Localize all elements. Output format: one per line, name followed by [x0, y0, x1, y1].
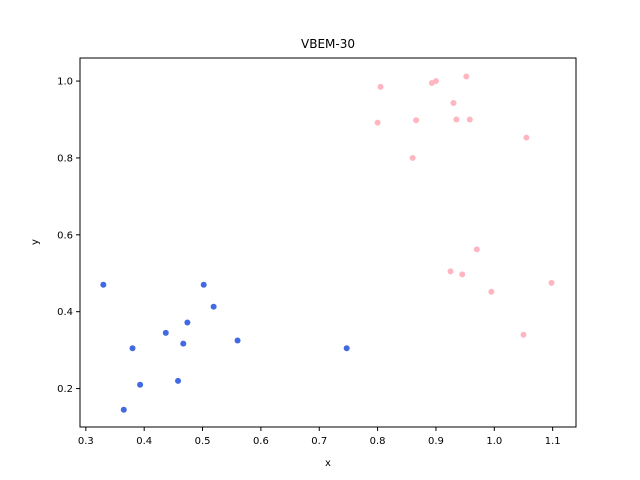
chart-title: VBEM-30 — [301, 37, 355, 51]
point-series1-0 — [374, 119, 381, 126]
x-tick-label-0: 0.3 — [78, 436, 94, 447]
points-layer — [100, 73, 555, 413]
point-series1-6 — [450, 99, 457, 106]
point-series1-16 — [548, 279, 555, 286]
point-series1-14 — [488, 288, 495, 295]
point-series1-15 — [520, 331, 527, 338]
point-series0-4 — [162, 329, 169, 336]
x-tick-label-8: 1.1 — [545, 436, 561, 447]
point-series1-7 — [453, 116, 460, 123]
point-series0-6 — [180, 340, 187, 347]
x-tick-label-6: 0.9 — [428, 436, 444, 447]
y-tick-label-2: 0.6 — [57, 230, 73, 241]
point-series0-8 — [200, 281, 207, 288]
y-tick-label-4: 1.0 — [57, 77, 73, 88]
y-axis-label: y — [30, 239, 41, 245]
point-series0-9 — [210, 303, 217, 310]
x-tick-label-2: 0.5 — [195, 436, 211, 447]
point-series1-12 — [459, 271, 466, 278]
point-series1-2 — [409, 154, 416, 161]
point-series1-9 — [466, 116, 473, 123]
point-series0-7 — [184, 319, 191, 326]
x-axis-label: x — [325, 458, 331, 469]
point-series1-3 — [413, 117, 420, 124]
point-series0-3 — [120, 406, 127, 413]
x-tick-label-3: 0.6 — [253, 436, 269, 447]
point-series1-11 — [447, 268, 454, 275]
point-series0-0 — [100, 281, 107, 288]
point-series1-1 — [377, 83, 384, 90]
y-tick-label-0: 0.2 — [57, 384, 73, 395]
x-tick-label-1: 0.4 — [136, 436, 152, 447]
point-series0-10 — [234, 337, 241, 344]
x-tick-label-5: 0.8 — [370, 436, 386, 447]
y-tick-label-3: 0.8 — [57, 153, 73, 164]
point-series0-1 — [129, 345, 136, 352]
x-tick-label-4: 0.7 — [311, 436, 327, 447]
point-series1-8 — [463, 73, 470, 80]
point-series1-5 — [432, 78, 439, 85]
plot-frame — [79, 57, 577, 428]
point-series0-5 — [175, 377, 182, 384]
point-series0-11 — [343, 345, 350, 352]
x-tick-label-7: 1.0 — [486, 436, 502, 447]
point-series0-2 — [137, 381, 144, 388]
x-axis-ticks: 0.3 0.4 0.5 0.6 0.7 0.8 0.9 1.0 1.1 — [78, 427, 561, 447]
y-axis-ticks: 0.2 0.4 0.6 0.8 1.0 — [57, 77, 80, 395]
point-series1-13 — [473, 246, 480, 253]
point-series1-10 — [523, 134, 530, 141]
y-tick-label-1: 0.4 — [57, 307, 73, 318]
